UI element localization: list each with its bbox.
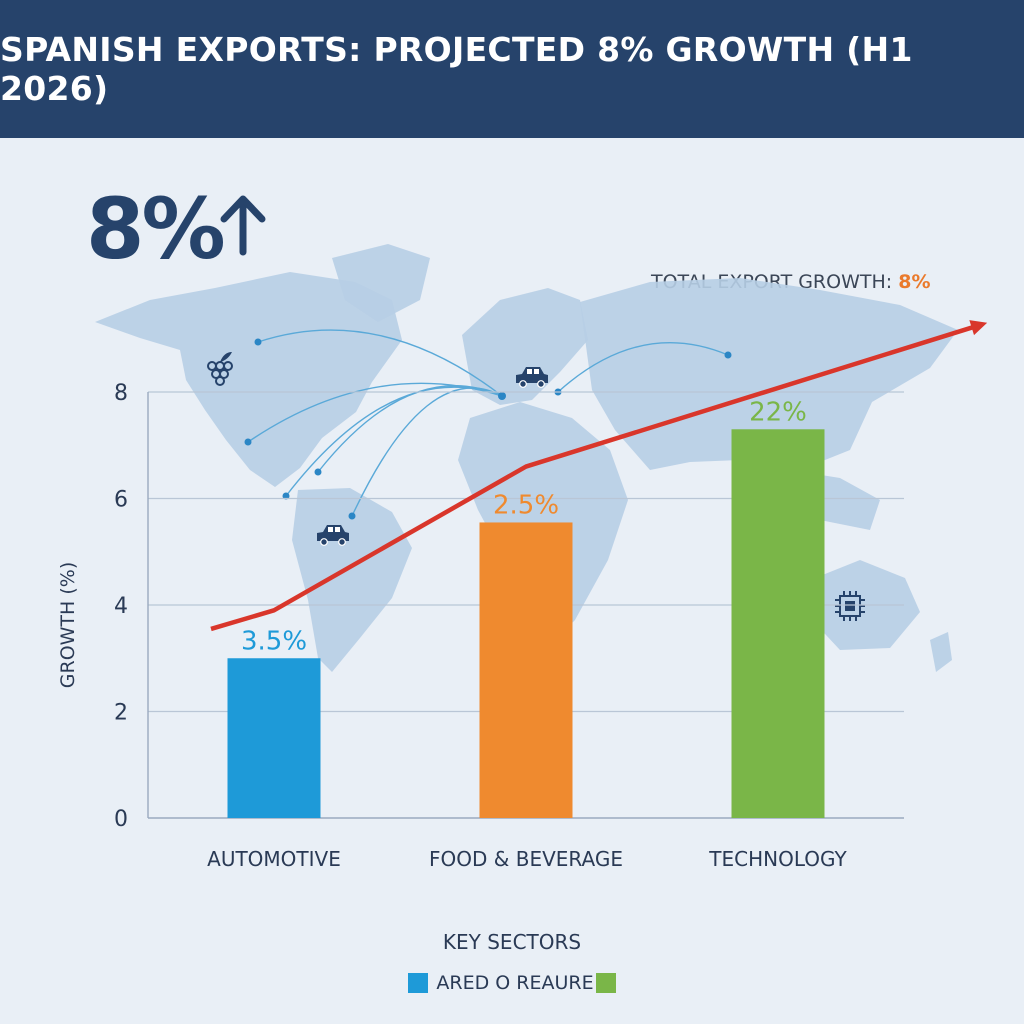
trade-route <box>557 342 729 393</box>
route-pin <box>498 392 506 400</box>
legend-swatch-technology <box>595 973 616 993</box>
grapes-icon <box>207 352 233 386</box>
trade-route <box>257 329 503 397</box>
data-label: 2.5% <box>493 490 559 520</box>
up-arrow-icon <box>220 195 266 256</box>
legend-swatch-automotive <box>408 973 429 993</box>
trade-route <box>351 387 503 517</box>
title-banner: SPANISH EXPORTS: PROJECTED 8% GROWTH (H1… <box>0 0 1024 138</box>
y-tick-label: 6 <box>114 488 128 513</box>
map-europe <box>462 288 588 405</box>
data-label: 22% <box>749 397 807 427</box>
legend-text: ARED O REAURE <box>436 972 594 994</box>
trend-line-path <box>210 324 975 632</box>
car-icon <box>516 367 548 388</box>
bar-1 <box>479 522 573 818</box>
route-pin <box>348 512 356 520</box>
legend-title: KEY SECTORS <box>442 930 582 954</box>
bar-0 <box>227 658 321 818</box>
trade-route <box>285 386 503 497</box>
route-pin <box>314 468 322 476</box>
y-tick-label: 0 <box>114 807 128 832</box>
y-tick-label: 4 <box>114 594 128 619</box>
trend-arrow-head <box>969 320 988 336</box>
x-tick-label: FOOD & BEVERAGE <box>429 847 623 871</box>
chart-title: SPANISH EXPORTS: PROJECTED 8% GROWTH (H1… <box>0 30 913 108</box>
headline-growth-value: 8% <box>86 180 226 278</box>
chart: 0 2 4 6 8 GROWTH (%) 3.5% AUTOMOTIVE 2.5% FOOD & … <box>57 244 988 871</box>
trade-routes <box>244 329 732 520</box>
map-new-zealand <box>930 632 952 672</box>
legend: ARED O REAURE <box>0 972 1024 994</box>
map-greenland <box>332 244 430 322</box>
bars <box>227 429 825 818</box>
car-icon <box>317 525 349 546</box>
map-north-america <box>95 272 402 487</box>
route-pin <box>254 338 262 346</box>
y-axis-title: GROWTH (%) <box>57 562 79 688</box>
total-growth-value: 8% <box>898 271 931 293</box>
data-label: 3.5% <box>241 626 307 656</box>
trend-line <box>210 320 988 632</box>
map-icons <box>207 352 865 621</box>
microchip-icon <box>835 591 865 621</box>
route-pin <box>282 492 290 500</box>
labels: 0 2 4 6 8 GROWTH (%) 3.5% AUTOMOTIVE 2.5% FOOD & … <box>57 381 848 871</box>
x-tick-label: AUTOMOTIVE <box>207 847 341 871</box>
y-tick-label: 8 <box>114 381 128 406</box>
route-pin <box>244 438 252 446</box>
bar-2 <box>731 429 825 818</box>
x-tick-label: TECHNOLOGY <box>708 847 847 871</box>
route-pin <box>724 351 732 359</box>
y-tick-label: 2 <box>114 701 128 726</box>
